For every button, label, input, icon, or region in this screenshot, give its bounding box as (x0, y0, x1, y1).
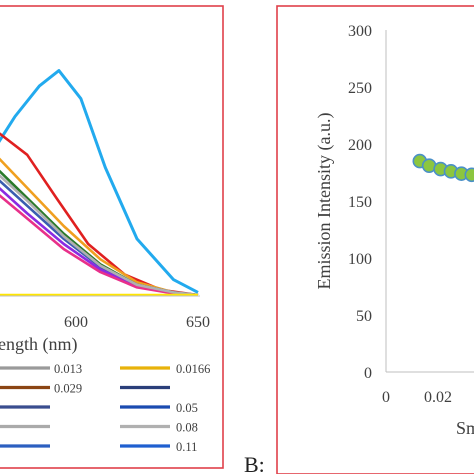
panel-a-plot: 600 650 ength (nm) (0, 69, 210, 355)
panel-b-y-tick-label: 100 (348, 251, 372, 268)
spectrum-series-0 (0, 69, 199, 294)
panel-a-frame (0, 5, 224, 469)
panel-b-x-tick-label: 0.02 (424, 389, 452, 406)
panel-b-y-tick-label: 0 (364, 365, 372, 382)
legend-label: 0.029 (54, 382, 82, 396)
panel-b-y-tick-label: 150 (348, 194, 372, 211)
spectrum-series-7 (0, 174, 199, 297)
panel-b-x-tick-label: 0 (382, 389, 390, 406)
panel-a-x-tick-label: 600 (64, 314, 88, 331)
panel-a-legend: 0.013 0.0166 0.029 0.05 0.08 0.11 (0, 362, 210, 454)
panel-b-y-tick-label: 200 (348, 137, 372, 154)
panel-a-x-tick-label: 650 (186, 314, 210, 331)
legend-label: 0.11 (176, 440, 197, 454)
legend-label: 0.05 (176, 401, 198, 415)
panel-b-y-tick-label: 300 (348, 23, 372, 40)
panel-b-y-tick-label: 250 (348, 80, 372, 97)
panel-b-plot: 0 50 100 150 200 250 300 0 0.02 Emission Intensit… (314, 23, 474, 438)
panel-b-frame (276, 5, 474, 474)
panel-a-x-axis-label: ength (nm) (0, 334, 77, 355)
panel-b-y-tick-label: 50 (356, 308, 372, 325)
panel-b-y-axis-label: Emission Intensity (a.u.) (314, 113, 335, 290)
legend-label: 0.0166 (176, 362, 210, 376)
scatter-point (464, 167, 474, 183)
legend-label: 0.08 (176, 421, 198, 435)
panel-b-x-axis-label: Sm (456, 418, 474, 438)
legend-label: 0.013 (54, 362, 82, 376)
panel-b-label: B: (244, 452, 265, 474)
